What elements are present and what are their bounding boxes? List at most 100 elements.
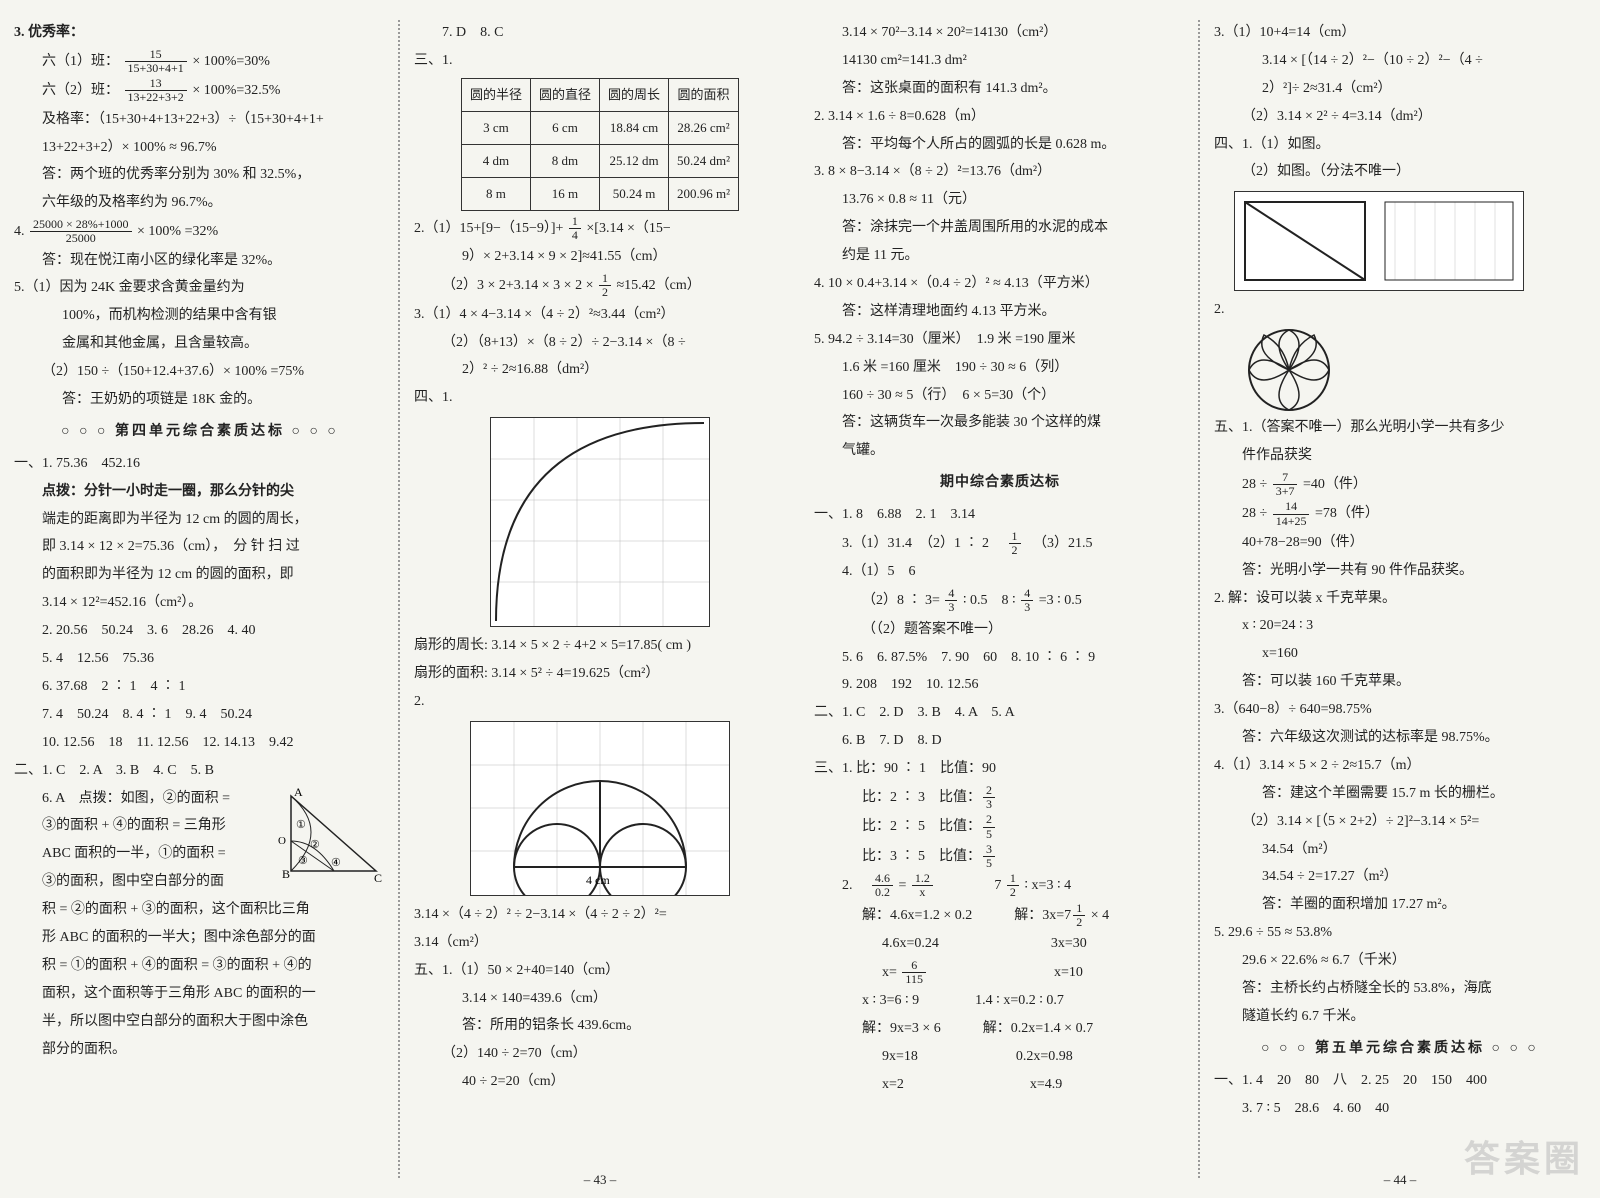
t: （2）3 × 2+3.14 × 3 × 2 × — [442, 278, 597, 293]
t: 解：4.6x=1.2 × 0.2 解：3x=7 — [862, 907, 1071, 922]
triangle-diagram: A B C O ① ② ③ ④ — [276, 786, 386, 886]
d: 3+7 — [1273, 485, 1298, 498]
d: 3 — [945, 601, 957, 614]
text: 5.（1）因为 24K 金要求含黄金量约为 — [14, 275, 386, 301]
page-spread: 3. 优秀率： 六（1）班： 1515+30+4+1 × 100%=30% 六（… — [0, 0, 1600, 1198]
n: 25000 × 28%+1000 — [30, 218, 132, 232]
t: 六（1）班： — [42, 54, 119, 69]
text: 40 ÷ 2=20（cm） — [414, 1069, 786, 1095]
text: 160 ÷ 30 ≈ 5（行） 6 × 5=30（个） — [814, 383, 1186, 409]
text: 3.（1）31.4 （2）1 ∶ 2 12 （3）21.5 — [814, 530, 1186, 557]
t: = — [899, 878, 910, 893]
text: 6. 37.68 2 ∶ 1 4 ∶ 1 — [14, 674, 386, 700]
fraction: 35 — [983, 843, 995, 870]
fraction: 14 — [569, 215, 581, 242]
d: x — [912, 886, 933, 899]
lbl: A — [294, 786, 303, 799]
text: 点拨：分针一小时走一圈，那么分针的尖 — [14, 479, 386, 505]
text: 答：这辆货车一次最多能装 30 个这样的煤 — [814, 410, 1186, 436]
text: x ∶ 20=24 ∶ 3 — [1214, 613, 1586, 639]
text: 6. A 点拨：如图，②的面积 = — [14, 786, 254, 812]
d: 13+22+3+2 — [125, 91, 187, 104]
text: x=2 x=4.9 — [814, 1072, 1186, 1098]
text: 扇形的面积: 3.14 × 5² ÷ 4=19.625（cm²） — [414, 661, 786, 687]
d: 115 — [902, 973, 926, 986]
d: 5 — [983, 828, 995, 841]
text: x ∶ 3=6 ∶ 9 1.4 ∶ x=0.2 ∶ 0.7 — [814, 988, 1186, 1014]
td: 8 m — [461, 177, 530, 210]
section-heading: 期中综合素质达标 — [814, 470, 1186, 496]
lbl: ① — [296, 819, 306, 831]
n: 1 — [569, 215, 581, 229]
text: 5. 4 12.56 75.36 — [14, 646, 386, 672]
n: 7 — [1273, 471, 1298, 485]
text: 答：羊圈的面积增加 17.27 m²。 — [1214, 892, 1586, 918]
lbl: B — [282, 867, 290, 881]
d: 14+25 — [1273, 515, 1310, 528]
text: x=160 — [1214, 641, 1586, 667]
text: 面积，这个面积等于三角形 ABC 的面积的一 — [14, 981, 386, 1007]
t: ×[3.14 ×（15− — [586, 221, 670, 236]
text: 金属和其他金属，且含量较高。 — [14, 331, 386, 357]
text: 34.54 ÷ 2=17.27（m²） — [1214, 864, 1586, 890]
text: 14130 cm²=141.3 dm² — [814, 48, 1186, 74]
text: 3.14 × 140=439.6（cm） — [414, 986, 786, 1012]
text: 2. 4.60.2 = 1.2x 7 12 ∶ x=3 ∶ 4 — [814, 872, 1186, 899]
text: 3. 优秀率： — [14, 20, 386, 46]
text: 比：2 ∶ 3 比值：23 — [814, 784, 1186, 811]
t: （3）21.5 — [1026, 536, 1093, 551]
t: x=10 — [928, 965, 1083, 980]
n: 1 — [1009, 530, 1021, 544]
text: 4.（1）5 6 — [814, 559, 1186, 585]
text: （2）3.14 × 2² ÷ 4=3.14（dm²） — [1214, 104, 1586, 130]
text: 10. 12.56 18 11. 12.56 12. 14.13 9.42 — [14, 730, 386, 756]
dim-label: 4 cm — [586, 873, 610, 887]
split-rect-svg — [1235, 192, 1523, 290]
n: 6 — [902, 959, 926, 973]
n: 15 — [125, 48, 187, 62]
t: × 4 — [1087, 907, 1109, 922]
n: 1 — [599, 272, 611, 286]
text: 比：3 ∶ 5 比值：35 — [814, 843, 1186, 870]
lbl: ③ — [298, 855, 308, 867]
d: 2 — [1009, 544, 1021, 557]
text: 2. 20.56 50.24 3. 6 28.26 4. 40 — [14, 618, 386, 644]
text: 40+78−28=90（件） — [1214, 530, 1586, 556]
text: 二、1. C 2. A 3. B 4. C 5. B — [14, 758, 386, 784]
d: 25000 — [30, 232, 132, 245]
t: =3 ∶ 0.5 — [1039, 593, 1082, 608]
td: 8 dm — [530, 144, 599, 177]
n: 14 — [1273, 500, 1310, 514]
td: 28.26 cm² — [669, 111, 739, 144]
fraction: 1.2x — [912, 872, 933, 899]
text: 3.14 × 12²=452.16（cm²）。 — [14, 590, 386, 616]
text: 2）² ÷ 2≈16.88（dm²） — [414, 357, 786, 383]
grid-arc-svg — [491, 418, 709, 626]
n: 2 — [983, 784, 995, 798]
td: 50.24 m — [600, 177, 669, 210]
text: 的面积即为半径为 12 cm 的圆的面积，即 — [14, 562, 386, 588]
text: 答：六年级这次测试的达标率是 98.75%。 — [1214, 725, 1586, 751]
text: 扇形的周长: 3.14 × 5 × 2 ÷ 4+2 × 5=17.85( cm … — [414, 633, 786, 659]
t: 2.（1）15+[9−（15−9）]+ — [414, 221, 567, 236]
fraction: 4.60.2 — [872, 872, 893, 899]
text: ABC 面积的一半，①的面积 = — [14, 841, 254, 867]
fraction: 43 — [945, 587, 957, 614]
n: 13 — [125, 77, 187, 91]
text: 五、1.（1）50 × 2+40=140（cm） — [414, 958, 786, 984]
text: 5. 29.6 ÷ 55 ≈ 53.8% — [1214, 920, 1586, 946]
text: 隧道长约 6.7 千米。 — [1214, 1004, 1586, 1030]
t: 比：2 ∶ 5 比值： — [862, 819, 981, 834]
semicircle-svg: 4 cm — [471, 722, 729, 895]
text: 100%，而机构检测的结果中含有银 — [14, 303, 386, 329]
text: 34.54（m²） — [1214, 837, 1586, 863]
text: 13+22+3+2）× 100% ≈ 96.7% — [14, 135, 386, 161]
t: 4. — [14, 224, 28, 239]
text: 比：2 ∶ 5 比值：25 — [814, 813, 1186, 840]
text: （2）3.14 × [（5 × 2+2）÷ 2]²−3.14 × 5²= — [1214, 809, 1586, 835]
lbl: O — [278, 835, 286, 847]
grid-arc-figure — [490, 417, 710, 627]
text: 5. 6 6. 87.5% 7. 90 60 8. 10 ∶ 6 ∶ 9 — [814, 645, 1186, 671]
text: 答：建这个羊圈需要 15.7 m 长的栅栏。 — [1214, 781, 1586, 807]
text: 3.（640−8）÷ 640=98.75% — [1214, 697, 1586, 723]
